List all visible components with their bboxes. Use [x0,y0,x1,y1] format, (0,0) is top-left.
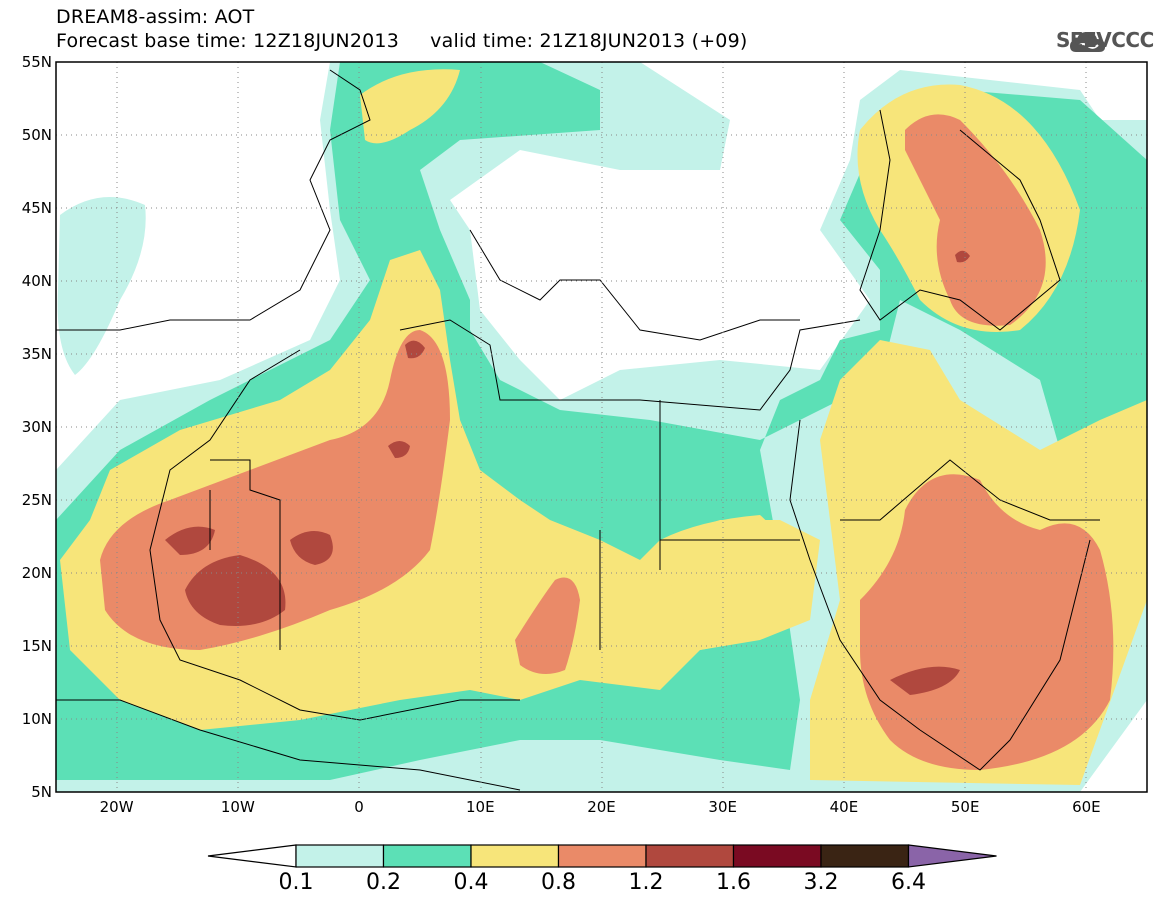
aot-band-1.2 [388,441,410,458]
colorbar-label: 0.2 [366,870,401,895]
lat-tick-label: 55N [22,53,52,71]
colorbar-segment [820,844,910,868]
colorbar-label: 1.2 [629,870,664,895]
aot-band-1.2 [185,555,286,626]
lon-tick-label: 10W [221,798,255,816]
colorbar-segment [645,844,735,868]
colorbar-over-arrow [907,844,997,868]
colorbar-label: 3.2 [804,870,839,895]
lat-tick-label: 5N [31,783,52,801]
grid [56,62,1147,792]
map-frame [55,61,1148,793]
aot-band-1.2 [290,531,333,565]
lon-tick-label: 40E [830,798,859,816]
lon-tick-label: 60E [1072,798,1101,816]
aot-band-0.4 [360,69,460,144]
lat-tick-label: 35N [22,345,52,363]
colorbar-label: 0.1 [279,870,314,895]
aot-band-0.8 [860,474,1114,770]
lon-tick-label: 30E [708,798,737,816]
aot-fields [56,62,1147,792]
aot-band-1.2 [955,250,970,263]
lat-tick-label: 15N [22,637,52,655]
colorbar-segment [557,844,647,868]
aot-band-0.1 [57,197,146,375]
aot-band-0.8 [515,577,580,674]
lon-tick-label: 20E [587,798,616,816]
lat-tick-label: 45N [22,199,52,217]
lon-tick-label: 20W [100,798,134,816]
aot-band-1.2 [890,666,960,695]
colorbar-under-arrow [207,844,297,868]
colorbar-label: 6.4 [891,870,926,895]
aot-band-0.8 [905,114,1046,326]
aot-band-1.2 [405,340,425,359]
colorbar-segment [470,844,560,868]
colorbar-labels: 0.1 0.2 0.4 0.8 1.2 1.6 3.2 6.4 [279,870,927,895]
lat-tick-label: 30N [22,418,52,436]
chart-title: DREAM8-assim: AOT [56,6,255,28]
lat-tick-label: 40N [22,272,52,290]
lat-tick-label: 20N [22,564,52,582]
aot-band-0.4 [660,515,800,650]
colorbar-label: 0.8 [541,870,576,895]
colorbar-segment [732,844,822,868]
colorbar [207,844,997,868]
coastlines [56,69,1100,791]
lat-tick-label: 10N [22,710,52,728]
lat-tick-label: 50N [22,126,52,144]
colorbar-label: 0.4 [454,870,489,895]
chart-subtitle: Forecast base time: 12Z18JUN2013 valid t… [56,30,748,52]
latitude-labels: 55N 50N 45N 40N 35N 30N 25N 20N 15N 10N 5N [22,53,52,801]
lon-tick-label: 50E [951,798,980,816]
cloud-icon [1070,32,1106,52]
lon-tick-label: 0 [354,798,364,816]
colorbar-segment [295,844,385,868]
colorbar-segment [382,844,472,868]
aot-band-0.8 [100,330,450,650]
aot-band-1.2 [165,526,215,555]
longitude-labels: 20W 10W 0 10E 20E 30E 40E 50E 60E [100,798,1101,816]
logo-text: SEEVCCC [1056,28,1154,52]
colorbar-label: 1.6 [716,870,751,895]
lat-tick-label: 25N [22,491,52,509]
lon-tick-label: 10E [466,798,495,816]
